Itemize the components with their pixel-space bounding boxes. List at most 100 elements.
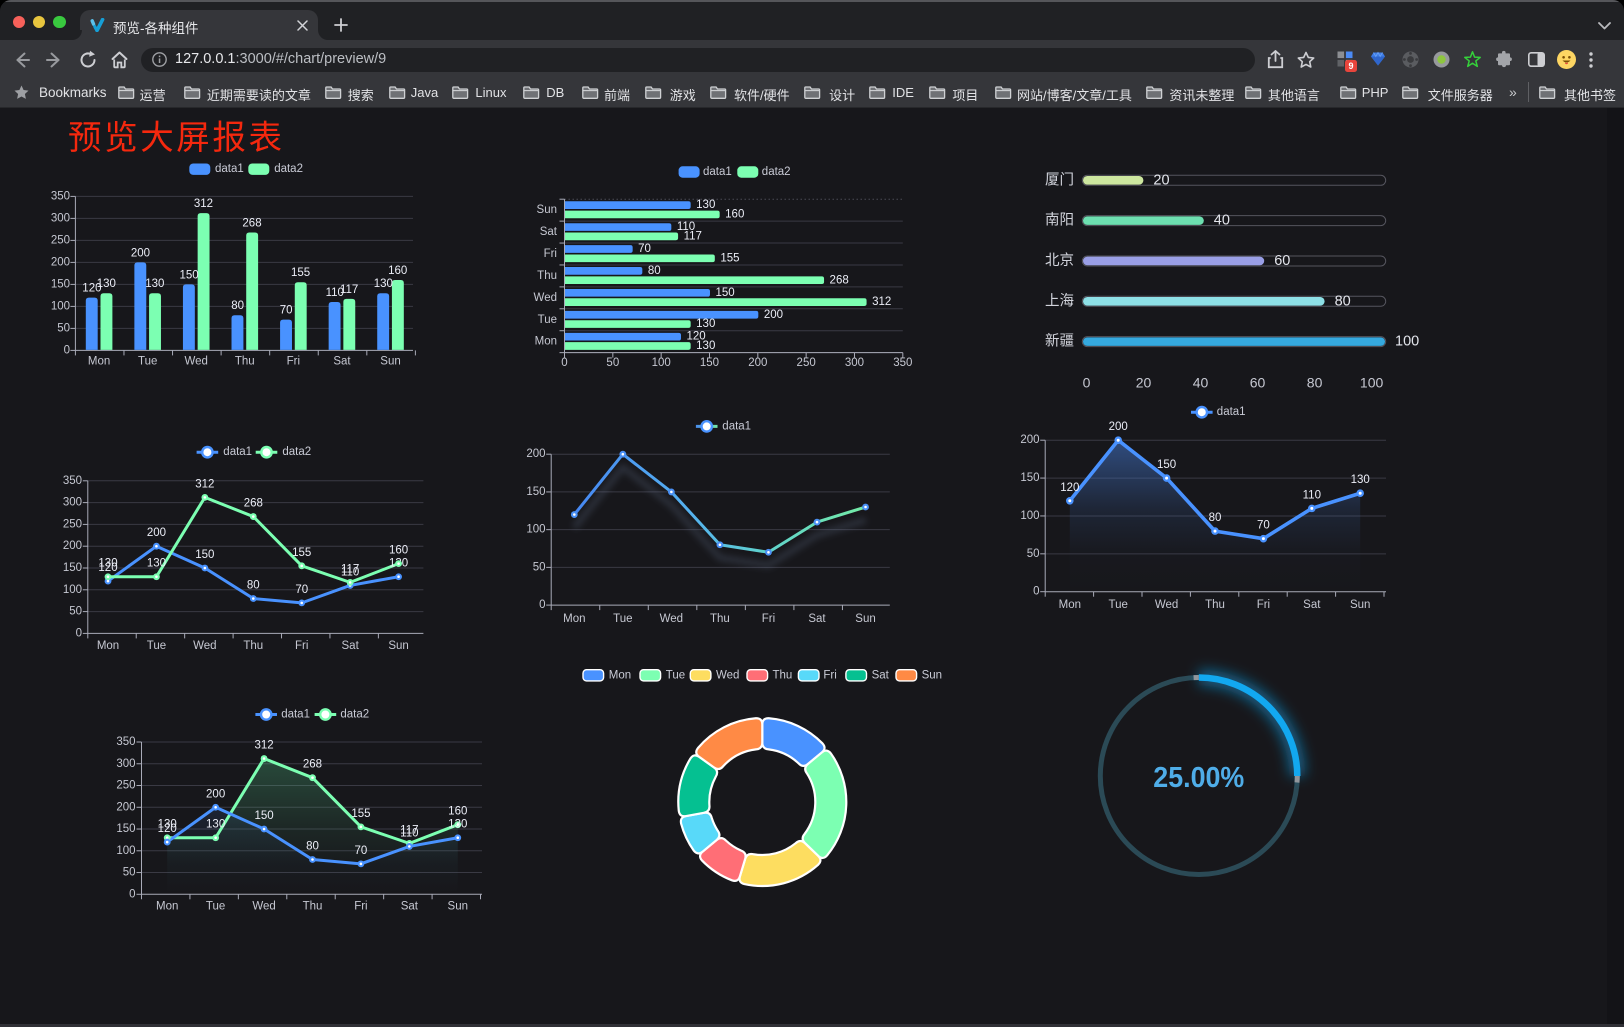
svg-text:南阳: 南阳 (1045, 212, 1074, 229)
svg-text:100: 100 (526, 524, 545, 536)
svg-text:155: 155 (720, 252, 739, 264)
svg-text:200: 200 (51, 256, 70, 268)
svg-text:350: 350 (893, 357, 912, 369)
svg-text:data1: data1 (722, 420, 751, 432)
svg-text:130: 130 (696, 340, 715, 352)
svg-text:上海: 上海 (1045, 292, 1074, 309)
svg-text:Mon: Mon (88, 356, 110, 368)
svg-text:70: 70 (638, 243, 651, 255)
svg-text:120: 120 (82, 283, 101, 295)
svg-text:312: 312 (194, 198, 213, 210)
svg-text:Thu: Thu (537, 270, 557, 282)
svg-text:新疆: 新疆 (1045, 333, 1074, 350)
svg-text:150: 150 (51, 278, 70, 290)
svg-text:120: 120 (1060, 482, 1079, 494)
svg-text:Sun: Sun (855, 613, 875, 625)
svg-text:北京: 北京 (1045, 252, 1074, 269)
svg-text:Thu: Thu (773, 669, 793, 681)
svg-text:Mon: Mon (535, 336, 557, 348)
svg-text:20: 20 (1136, 374, 1152, 390)
svg-text:350: 350 (116, 736, 135, 748)
svg-text:130: 130 (158, 819, 177, 831)
svg-text:Sun: Sun (922, 669, 942, 681)
svg-text:117: 117 (340, 284, 358, 296)
svg-text:Mon: Mon (97, 640, 119, 652)
svg-text:Wed: Wed (252, 901, 275, 913)
svg-text:160: 160 (725, 209, 744, 221)
svg-text:100: 100 (51, 300, 70, 312)
svg-text:130: 130 (147, 558, 166, 570)
svg-text:Thu: Thu (1205, 599, 1225, 611)
svg-text:155: 155 (351, 808, 370, 820)
svg-text:80: 80 (1209, 512, 1222, 524)
svg-text:Fri: Fri (544, 248, 557, 260)
svg-text:Fri: Fri (295, 640, 308, 652)
svg-text:110: 110 (677, 221, 695, 233)
svg-text:Wed: Wed (716, 669, 739, 681)
svg-text:Tue: Tue (666, 669, 685, 681)
svg-text:Sat: Sat (808, 613, 826, 625)
svg-text:0: 0 (539, 599, 545, 611)
svg-text:Sat: Sat (333, 356, 351, 368)
svg-text:Thu: Thu (710, 613, 730, 625)
svg-text:150: 150 (1157, 459, 1176, 471)
svg-text:160: 160 (448, 806, 467, 818)
svg-text:data2: data2 (340, 709, 369, 721)
svg-text:160: 160 (388, 265, 407, 277)
svg-text:100: 100 (63, 584, 82, 596)
svg-text:160: 160 (389, 545, 408, 557)
svg-text:Fri: Fri (762, 613, 775, 625)
svg-text:Sat: Sat (342, 640, 360, 652)
svg-text:Sat: Sat (872, 669, 890, 681)
svg-text:Wed: Wed (185, 356, 208, 368)
svg-text:200: 200 (63, 540, 82, 552)
svg-text:60: 60 (1274, 253, 1290, 269)
svg-text:100: 100 (1020, 510, 1039, 522)
svg-text:117: 117 (400, 824, 418, 836)
svg-text:60: 60 (1250, 374, 1266, 390)
svg-text:Thu: Thu (303, 901, 323, 913)
svg-text:250: 250 (51, 234, 70, 246)
svg-text:data1: data1 (1217, 406, 1246, 418)
svg-text:150: 150 (116, 823, 135, 835)
svg-text:150: 150 (195, 549, 214, 561)
svg-text:Wed: Wed (193, 640, 216, 652)
svg-text:70: 70 (1257, 520, 1270, 532)
svg-text:200: 200 (764, 309, 783, 321)
svg-text:300: 300 (51, 212, 70, 224)
svg-text:250: 250 (797, 357, 816, 369)
svg-text:120: 120 (98, 562, 117, 574)
svg-text:data1: data1 (703, 166, 732, 178)
svg-text:130: 130 (98, 558, 117, 570)
svg-text:50: 50 (533, 561, 546, 573)
svg-text:150: 150 (63, 562, 82, 574)
svg-text:80: 80 (231, 300, 244, 312)
svg-text:40: 40 (1193, 374, 1209, 390)
svg-text:312: 312 (872, 296, 891, 308)
svg-text:50: 50 (57, 322, 70, 334)
svg-text:Mon: Mon (156, 901, 178, 913)
svg-text:130: 130 (1351, 474, 1370, 486)
svg-text:100: 100 (1360, 374, 1384, 390)
svg-text:150: 150 (526, 486, 545, 498)
svg-text:120: 120 (158, 823, 177, 835)
svg-text:150: 150 (254, 810, 273, 822)
svg-text:150: 150 (179, 269, 198, 281)
svg-text:80: 80 (1307, 374, 1323, 390)
svg-text:Sat: Sat (540, 226, 558, 238)
svg-text:data2: data2 (282, 446, 311, 458)
svg-text:Sat: Sat (401, 901, 419, 913)
svg-text:70: 70 (280, 305, 293, 317)
svg-text:130: 130 (696, 199, 715, 211)
svg-text:110: 110 (341, 566, 359, 578)
svg-text:200: 200 (131, 247, 150, 259)
svg-text:Mon: Mon (563, 613, 585, 625)
svg-text:268: 268 (830, 274, 849, 286)
svg-text:Sat: Sat (1303, 599, 1321, 611)
svg-text:data2: data2 (274, 163, 303, 175)
svg-text:110: 110 (326, 287, 344, 299)
svg-text:80: 80 (648, 265, 661, 277)
svg-text:250: 250 (63, 518, 82, 530)
svg-text:Sun: Sun (448, 901, 468, 913)
svg-text:130: 130 (145, 278, 164, 290)
